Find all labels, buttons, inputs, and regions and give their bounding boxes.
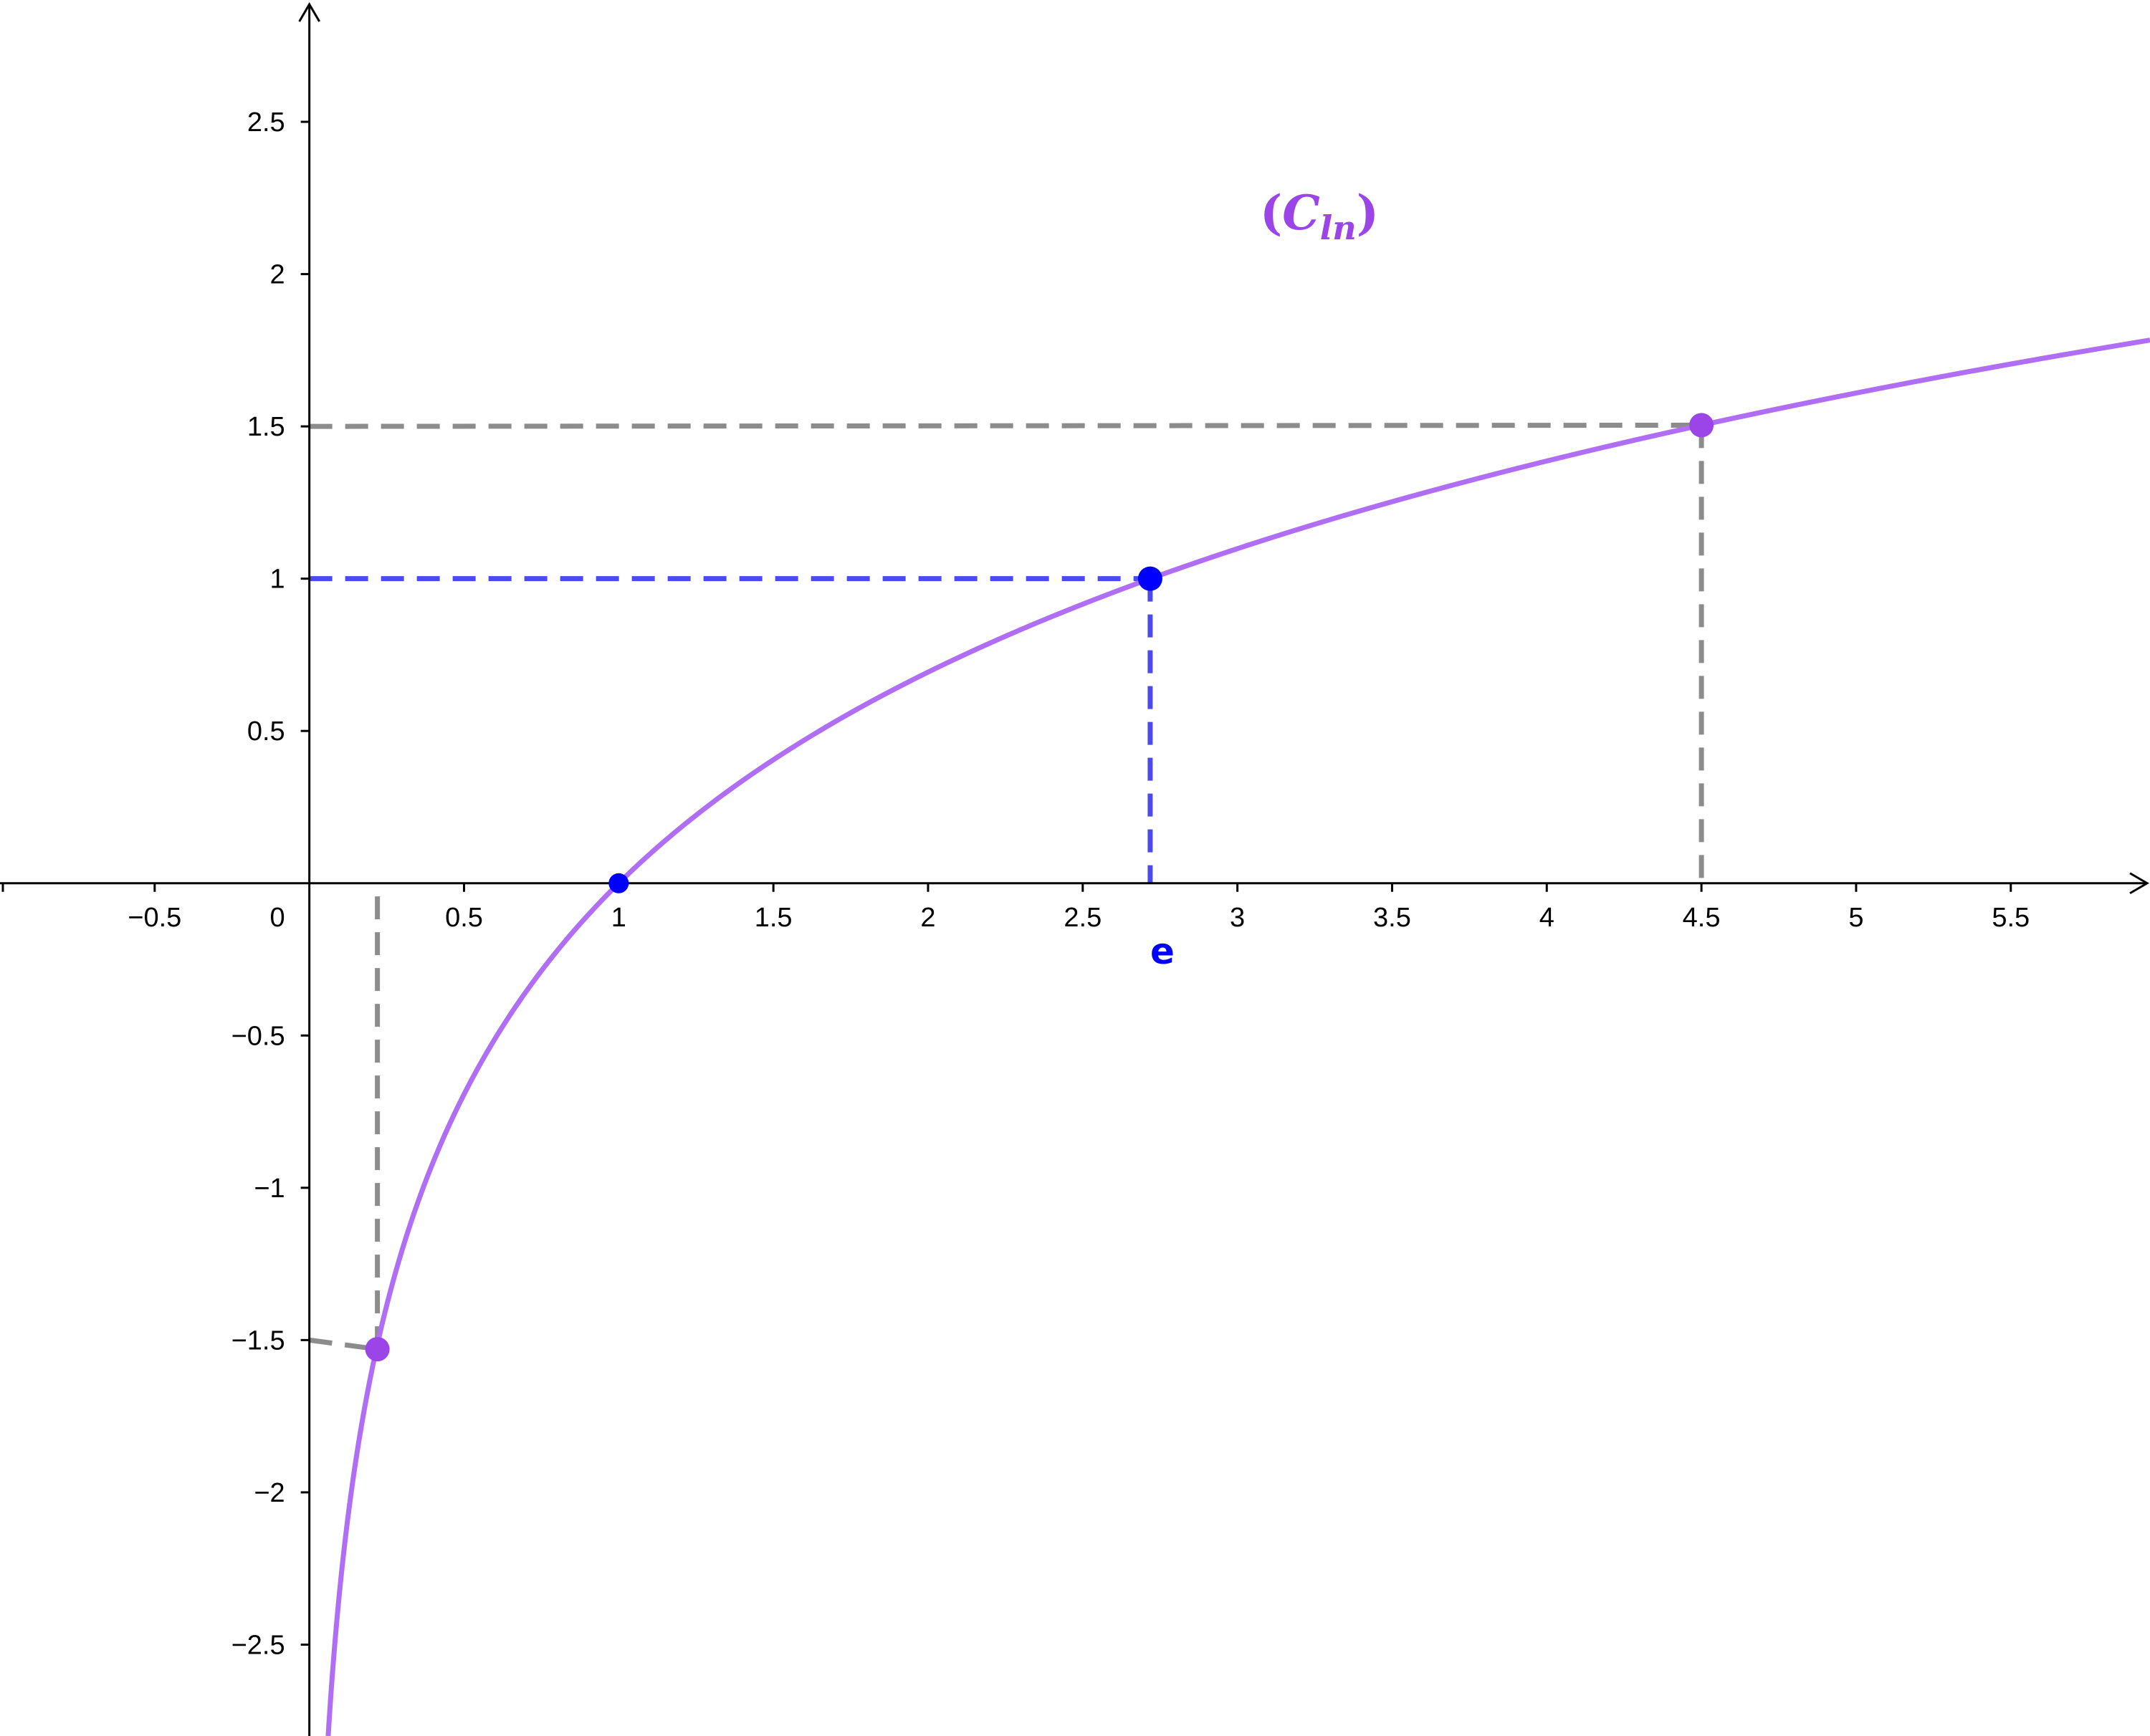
point-x0-22 — [365, 1337, 390, 1362]
ln-curve — [325, 337, 2150, 1736]
guide-lines — [309, 422, 1704, 1352]
x-tick-label: 4 — [1539, 903, 1554, 933]
x-tick-label: 2.5 — [1064, 903, 1102, 933]
x-tick-label: 0.5 — [445, 903, 483, 933]
curve-label-subscript: ln — [1320, 208, 1357, 247]
point-e — [1137, 566, 1162, 591]
curve-label: (Cln) — [1260, 185, 1379, 247]
point-x1 — [608, 873, 629, 893]
y-tick-label: −1 — [254, 1174, 285, 1204]
x-tick-label: 1 — [611, 903, 626, 933]
point-x4-5 — [1689, 413, 1714, 438]
y-tick-label: 2.5 — [247, 107, 285, 138]
x-tick-label: 2 — [920, 903, 935, 933]
x-axis-arrow — [2129, 872, 2149, 895]
x-tick-label: 4.5 — [1683, 903, 1721, 933]
x-tick-label: 3.5 — [1373, 903, 1411, 933]
y-tick-label: 2 — [270, 260, 285, 290]
y-tick-label: 1.5 — [247, 412, 285, 442]
x-tick-label: 3 — [1230, 903, 1245, 933]
y-tick-label: −2 — [254, 1478, 285, 1508]
y-tick-label: −0.5 — [231, 1021, 285, 1051]
e-label: e — [1150, 931, 1175, 972]
curve-points — [365, 413, 1714, 1362]
tick-labels: −0.5 0.5 1 1.5 2 2.5 3 3.5 4 4.5 5 5.5 2.5 2 1.5 1 0.5 −0… — [128, 107, 2030, 1660]
y-axis-arrow — [298, 2, 320, 22]
x-tick-label: 1.5 — [755, 903, 793, 933]
x-tick-label: −0.5 — [128, 903, 181, 933]
x-tick-label: 5.5 — [1992, 903, 2030, 933]
guide-4-5-horizontal — [309, 422, 1702, 429]
y-tick-label: 1 — [270, 565, 285, 595]
y-tick-label: 0.5 — [247, 716, 285, 747]
curve-label-paren-close: ) — [1357, 185, 1379, 241]
origin-label: 0 — [270, 903, 285, 933]
curve-label-letter: C — [1282, 185, 1320, 241]
x-tick-label: 5 — [1848, 903, 1863, 933]
y-tick-label: −1.5 — [231, 1325, 285, 1356]
y-tick-label: −2.5 — [231, 1630, 285, 1660]
curve-label-paren-open: ( — [1260, 185, 1282, 241]
